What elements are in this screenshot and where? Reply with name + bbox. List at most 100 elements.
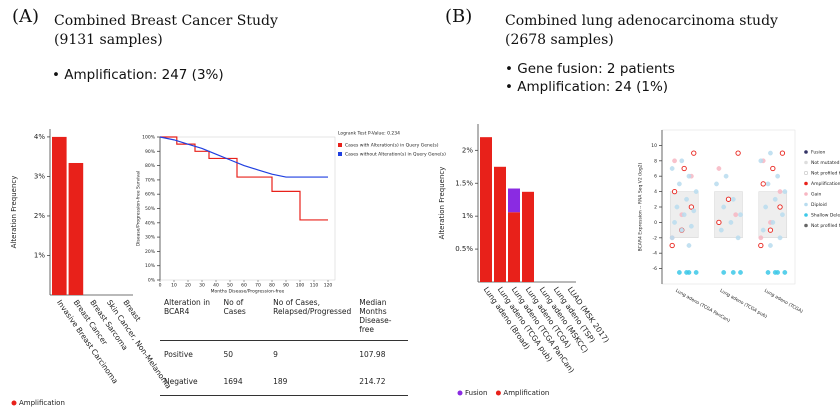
x-tick-label: 110: [310, 283, 319, 289]
legend-label: Fusion: [465, 389, 487, 397]
legend-label: Amplification: [19, 399, 65, 407]
y-tick-label: 40%: [145, 220, 156, 226]
point: [779, 150, 786, 156]
point: [758, 235, 764, 241]
survival-curve: [159, 136, 328, 178]
bullet-list: Gene fusion: 2 patients Amplification: 2…: [505, 60, 675, 96]
cell: Negative: [164, 377, 198, 386]
y-axis-label: Alteration Frequency: [10, 176, 18, 249]
point: [735, 235, 741, 241]
legend-label: Amplification: [811, 181, 840, 187]
x-tick-label: Lung adeno (TCGA pub): [719, 288, 769, 320]
bullet: Gene fusion: 2 patients: [505, 60, 675, 78]
point: [782, 270, 788, 275]
x-tick-label: 60: [241, 283, 247, 289]
point: [772, 270, 778, 275]
point: [777, 189, 783, 194]
point: [679, 227, 685, 233]
y-tick-label: 0: [654, 220, 657, 226]
panel-subtitle: (2678 samples): [505, 32, 614, 48]
legend-label: Cases with Alteration(s) in Query Gene(s…: [345, 143, 439, 149]
bar: [522, 191, 534, 282]
point: [691, 150, 697, 156]
y-tick-label: 1%: [462, 212, 473, 220]
y-tick-label: -4: [653, 251, 658, 257]
cell: 9: [273, 350, 278, 359]
legend-marker: [338, 152, 342, 156]
bar: [68, 162, 84, 295]
point: [669, 166, 675, 171]
y-tick-label: 6: [654, 174, 657, 180]
point: [684, 270, 689, 275]
y-tick-label: 4%: [34, 133, 45, 141]
x-tick-label: 40: [213, 283, 219, 289]
legend-marker: [804, 202, 808, 207]
bar: [494, 166, 506, 282]
point: [725, 196, 732, 202]
x-tick-label: 80: [269, 283, 275, 289]
legend-marker: [804, 192, 808, 196]
point: [718, 227, 724, 233]
x-tick-label: 100: [296, 283, 305, 289]
legend-marker: [804, 223, 808, 228]
panel-title: Combined lung adenocarcinoma study: [505, 13, 778, 29]
cell: 214.72: [359, 377, 386, 386]
bullet-list: Amplification: 247 (3%): [52, 66, 223, 84]
point: [714, 181, 719, 187]
y-tick-label: 3%: [34, 172, 45, 180]
point: [738, 212, 743, 218]
survival-table: Alteration in BCAR4 No of Cases No of Ca…: [160, 294, 408, 396]
x-tick-label: 90: [283, 283, 289, 289]
panel-label: (B): [445, 6, 473, 27]
legend-label: Fusion: [811, 150, 826, 156]
point: [681, 212, 687, 218]
point: [782, 189, 788, 194]
header-cell: Median Months Disease-free: [355, 294, 408, 341]
x-tick-label: 30: [199, 283, 205, 289]
y-tick-label: 0.5%: [455, 245, 473, 253]
legend-label: Not profiled for mutations: [811, 171, 840, 177]
point: [669, 235, 675, 241]
point: [684, 196, 689, 202]
y-tick-label: 8: [654, 158, 657, 164]
point: [780, 212, 785, 218]
x-tick-label: Lung adeno (TCGA): [763, 288, 804, 315]
cell: 189: [273, 377, 288, 386]
legend-marker: [804, 150, 808, 154]
chart-title: Logrank Test P-Value: 0.234: [338, 131, 400, 137]
header-cell: No of Cases, Relapsed/Progressed: [269, 294, 356, 341]
legend-label: Not mutated: [811, 160, 840, 166]
legend-label: Diploid: [811, 202, 827, 208]
point: [674, 204, 680, 210]
legend-label: Not profiled for CNA: [811, 223, 840, 229]
y-tick-label: -2: [653, 235, 658, 241]
point: [768, 150, 773, 156]
point: [672, 158, 677, 164]
legend-marker: [804, 213, 808, 217]
x-axis-label: Months Disease/Progression-free: [211, 289, 285, 295]
y-tick-label: 90%: [145, 149, 156, 155]
point: [775, 173, 780, 179]
point: [763, 204, 768, 210]
point: [770, 220, 776, 225]
point: [760, 181, 766, 187]
panel-title: Combined Breast Cancer Study: [54, 13, 278, 29]
x-tick-label: 10: [171, 283, 177, 289]
point: [672, 220, 677, 225]
cell: Positive: [164, 350, 193, 359]
y-tick-label: -6: [653, 266, 658, 272]
legend-marker: [804, 170, 809, 175]
legend-marker: [804, 160, 808, 165]
point: [772, 196, 778, 202]
point: [693, 270, 699, 275]
y-tick-label: 80%: [145, 163, 156, 169]
point: [677, 181, 682, 187]
legend-marker: [804, 181, 808, 186]
point: [689, 223, 694, 229]
point: [765, 270, 771, 275]
y-tick-label: 2: [654, 205, 657, 211]
point: [716, 166, 722, 171]
y-tick-label: 30%: [145, 235, 156, 241]
point: [733, 212, 739, 218]
bullet: Amplification: 247 (3%): [52, 66, 223, 84]
